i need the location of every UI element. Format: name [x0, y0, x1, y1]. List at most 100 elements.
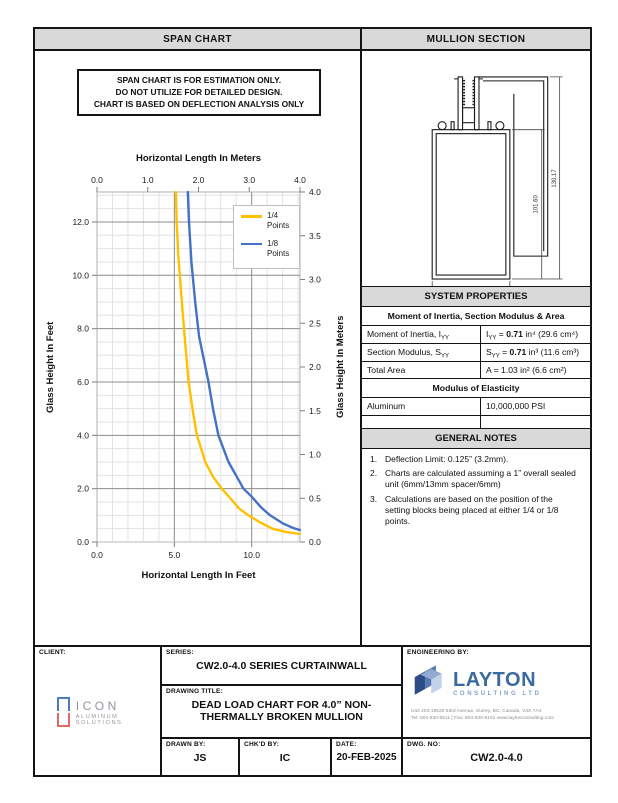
top-axis-title: Horizontal Length In Meters: [135, 153, 262, 164]
svg-text:3.5: 3.5: [309, 231, 321, 241]
row-section-modulus: Section Modulus, SYY SYY = 0.71 in³ (11.…: [362, 344, 590, 362]
gasket-pocket-right: [495, 121, 505, 131]
svg-text:1.5: 1.5: [309, 406, 321, 416]
row-moment-of-inertia: Moment of Inertia, IYY IYY = 0.71 in⁴ (2…: [362, 326, 590, 344]
layton-logo-subtitle: CONSULTING LTD: [453, 690, 542, 697]
svg-text:2.0: 2.0: [309, 362, 321, 372]
series-value: CW2.0-4.0 SERIES CURTAINWALL: [196, 660, 367, 672]
icon-logo-mark: [57, 697, 70, 728]
svg-text:10.0: 10.0: [243, 550, 260, 560]
drawing-title-line2: THERMALLY BROKEN MULLION: [200, 711, 363, 723]
stem-leg-right: [473, 76, 480, 131]
dimension-line-width: [431, 281, 511, 286]
date-label: DATE:: [336, 741, 357, 748]
note-item: 1. Deflection Limit: 0.125” (3.2mm).: [370, 454, 509, 464]
chkd-by-value: IC: [279, 752, 291, 764]
layton-logo-mark: [414, 665, 442, 695]
svg-text:12.0: 12.0: [72, 217, 89, 227]
mullion-tube-inner: [435, 133, 507, 276]
legend-entry-eighth-points: 1/8 Points: [241, 239, 299, 260]
series-cell: SERIES: CW2.0-4.0 SERIES CURTAINWALL: [162, 647, 401, 686]
svg-text:10.0: 10.0: [72, 270, 89, 280]
note-3-text: Calculations are based on the position o…: [385, 493, 559, 527]
note-2-text: Charts are calculated assuming a 1” over…: [385, 468, 576, 490]
chkd-by-cell: CHK'D BY: IC: [240, 739, 332, 775]
svg-text:0.5: 0.5: [309, 493, 321, 503]
dwg-no-label: DWG. NO:: [407, 741, 441, 748]
stem-center-box: [462, 107, 476, 124]
svg-text:3.0: 3.0: [309, 275, 321, 285]
svg-text:1.0: 1.0: [309, 450, 321, 460]
mullion-panel: MULLION SECTION: [362, 29, 590, 645]
stem-leg-left: [457, 76, 464, 131]
system-properties-header: SYSTEM PROPERTIES: [362, 287, 590, 307]
span-chart-panel: SPAN CHART SPAN CHART IS FOR ESTIMATION …: [35, 29, 362, 645]
layton-address-line1: Unit 203-18525 53rd Avenue, Surrey, BC, …: [411, 709, 542, 714]
title-block: CLIENT: ICON ALUMINUM SOLUTIONS SERIES: …: [35, 645, 590, 777]
svg-text:6.0: 6.0: [77, 377, 89, 387]
drawing-title-label: DRAWING TITLE:: [166, 688, 224, 695]
svg-text:2.0: 2.0: [77, 484, 89, 494]
drawn-by-label: DRAWN BY:: [166, 741, 206, 748]
moi-units: in⁴ (29.6 cm⁴): [522, 329, 579, 339]
sm-label: Section Modulus, S: [367, 347, 442, 357]
drawn-by-cell: DRAWN BY: JS: [162, 739, 240, 775]
svg-text:3.0: 3.0: [243, 175, 255, 185]
date-value: 20-FEB-2025: [336, 752, 397, 763]
icon-aluminum-logo: ICON ALUMINUM SOLUTIONS: [57, 697, 160, 728]
chkd-by-label: CHK'D BY:: [244, 741, 280, 748]
bottom-axis-title: Horizontal Length In Feet: [141, 570, 256, 581]
icon-logo-red-bracket: [57, 713, 70, 727]
moi-label: Moment of Inertia, I: [367, 329, 442, 339]
svg-text:0.0: 0.0: [77, 537, 89, 547]
eighth-points-line-swatch: [241, 242, 262, 246]
sm-value: 0.71: [509, 347, 527, 357]
svg-text:4.0: 4.0: [77, 430, 89, 440]
row-total-area: Total Area A = 1.03 in² (6.6 cm²): [362, 362, 590, 379]
svg-text:8.0: 8.0: [77, 324, 89, 334]
legend-entry-quarter-points: 1/4 Points: [241, 211, 299, 232]
icon-logo-name: ICON: [75, 699, 120, 713]
quarter-points-line-swatch: [241, 215, 262, 218]
general-notes-list: 1. Deflection Limit: 0.125” (3.2mm). 2. …: [362, 454, 590, 530]
engineering-by-cell: ENGINEERING BY: LAYTON CONSULTI: [403, 647, 590, 739]
legend-label-points-2: Points: [267, 249, 290, 259]
section-title-inertia: Moment of Inertia, Section Modulus & Are…: [362, 307, 590, 326]
sm-units: in³ (11.6 cm³): [526, 347, 580, 357]
svg-text:2.0: 2.0: [193, 175, 205, 185]
dimension-lines-vertical: [511, 76, 563, 280]
sheet-border: SPAN CHART SPAN CHART IS FOR ESTIMATION …: [33, 27, 592, 777]
row-aluminum: Aluminum 10,000,000 PSI: [362, 398, 590, 416]
warning-line-1: SPAN CHART IS FOR ESTIMATION ONLY.: [116, 75, 282, 85]
sm-label-sub: YY: [441, 353, 450, 360]
svg-text:0.0: 0.0: [309, 537, 321, 547]
date-cell: DATE: 20-FEB-2025: [332, 739, 401, 775]
span-chart-plot: 0.0 1.0 2.0 3.0 4.0 0.0 0.5 1.0 1.5 2.0 2.5 3.0 3.5 4…: [72, 175, 321, 560]
moi-label-sub: YY: [441, 335, 450, 342]
adjacent-frame-outline: [478, 76, 549, 257]
icon-logo-tagline: ALUMINUM SOLUTIONS: [75, 714, 123, 726]
dim-label-inner-height: 101.60: [534, 195, 540, 214]
total-area-label: Total Area: [362, 362, 481, 378]
note-item: 2. Charts are calculated assuming a 1” o…: [370, 468, 580, 490]
chart-legend: 1/4 Points 1/8 Points: [233, 205, 300, 269]
client-cell: CLIENT: ICON ALUMINUM SOLUTIONS: [35, 647, 162, 777]
svg-text:4.0: 4.0: [309, 187, 321, 197]
legend-label-1-4: 1/4: [267, 211, 279, 220]
note-item: 3. Calculations are based on the positio…: [370, 494, 580, 528]
svg-text:2.5: 2.5: [309, 318, 321, 328]
layton-logo-name: LAYTON: [453, 668, 537, 691]
client-label: CLIENT:: [39, 649, 66, 656]
chart-warning-box: SPAN CHART IS FOR ESTIMATION ONLY. DO NO…: [77, 69, 321, 116]
title-block-center-column: SERIES: CW2.0-4.0 SERIES CURTAINWALL DRA…: [162, 647, 403, 777]
title-block-bottom-row: DRAWN BY: JS CHK'D BY: IC DATE: 20-FEB-2…: [162, 739, 401, 775]
mullion-tube-outer: [431, 129, 511, 280]
total-area-value: A = 1.03 in² (6.6 cm²): [486, 365, 567, 375]
dim-label-outer-height: 130.17: [552, 169, 558, 188]
legend-label-1-8: 1/8: [267, 238, 279, 248]
system-properties-table: SYSTEM PROPERTIES Moment of Inertia, Sec…: [362, 286, 590, 429]
mullion-section-drawing: 101.60 130.17 50.80: [431, 76, 563, 286]
screw-spline-right: [487, 121, 492, 131]
dwg-no-value: CW2.0-4.0: [470, 752, 523, 764]
